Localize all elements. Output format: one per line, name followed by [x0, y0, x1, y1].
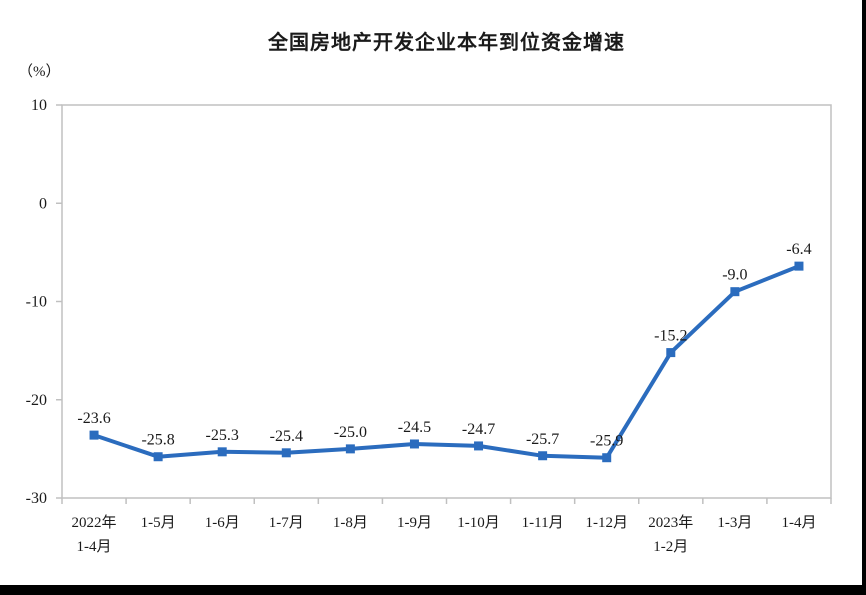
- data-point: [345, 444, 355, 454]
- data-point: [409, 439, 419, 449]
- screenshot-bottom-border: [0, 585, 866, 595]
- y-tick-label: -20: [26, 392, 47, 409]
- data-label: -23.6: [77, 410, 110, 427]
- data-point: [730, 287, 740, 297]
- x-tick-label: 2023年 1-2月: [648, 514, 693, 555]
- data-label: -25.0: [334, 424, 367, 441]
- data-point: [89, 430, 99, 440]
- x-tick-label: 1-12月: [585, 515, 628, 531]
- y-tick-label: -30: [26, 490, 47, 507]
- data-label: -25.8: [141, 432, 174, 449]
- chart-title: 全国房地产开发企业本年到位资金增速: [268, 32, 625, 54]
- x-tick-label: 1-5月: [141, 515, 176, 531]
- data-point: [153, 452, 163, 462]
- screenshot-right-border: [862, 0, 866, 595]
- data-point: [217, 447, 227, 457]
- x-tick-label: 1-4月: [781, 515, 816, 531]
- data-point: [281, 448, 291, 458]
- x-tick-label: 1-8月: [333, 515, 368, 531]
- y-tick-label: 0: [39, 195, 47, 212]
- x-tick-label: 1-11月: [522, 515, 564, 531]
- data-point: [794, 261, 804, 271]
- x-tick-label: 1-9月: [397, 515, 432, 531]
- y-axis-unit-label: （%）: [18, 64, 61, 80]
- x-tick-label: 1-10月: [457, 515, 500, 531]
- data-point: [666, 348, 676, 358]
- data-label: -24.5: [398, 419, 431, 436]
- data-label: -25.4: [270, 428, 303, 445]
- data-label: -6.4: [786, 241, 811, 258]
- x-tick-label: 1-6月: [205, 515, 240, 531]
- x-tick-label: 2022年 1-4月: [72, 514, 117, 555]
- data-label: -25.3: [206, 427, 239, 444]
- data-label: -25.9: [590, 433, 623, 450]
- data-label: -24.7: [462, 421, 495, 438]
- x-tick-label: 1-3月: [717, 515, 752, 531]
- x-tick-label: 1-7月: [269, 515, 304, 531]
- y-tick-label: 10: [31, 97, 47, 114]
- series-line: [93, 264, 800, 460]
- y-tick-label: -10: [26, 294, 47, 311]
- data-label: -25.7: [526, 431, 559, 448]
- data-point: [474, 441, 484, 451]
- data-point: [538, 451, 548, 461]
- data-label: -9.0: [722, 267, 747, 284]
- data-point: [602, 453, 612, 463]
- data-label: -15.2: [654, 328, 687, 345]
- plot-border: [61, 104, 832, 499]
